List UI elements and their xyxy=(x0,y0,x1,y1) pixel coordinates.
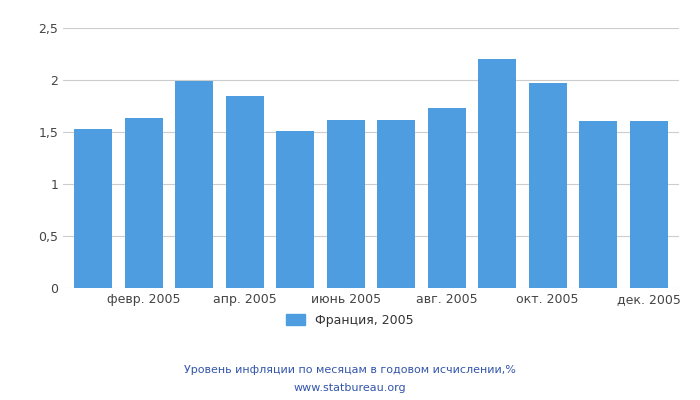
Text: Уровень инфляции по месяцам в годовом исчислении,%: Уровень инфляции по месяцам в годовом ис… xyxy=(184,365,516,375)
Text: www.statbureau.org: www.statbureau.org xyxy=(294,383,406,393)
Bar xyxy=(428,108,466,288)
Bar xyxy=(580,120,617,288)
Bar xyxy=(125,118,162,288)
Bar xyxy=(226,96,264,288)
Bar xyxy=(327,120,365,288)
Bar xyxy=(377,120,415,288)
Bar xyxy=(478,59,516,288)
Bar xyxy=(630,120,668,288)
Legend: Франция, 2005: Франция, 2005 xyxy=(281,309,419,332)
Bar xyxy=(276,131,314,288)
Bar xyxy=(74,129,112,288)
Bar xyxy=(528,83,567,288)
Bar xyxy=(175,81,214,288)
